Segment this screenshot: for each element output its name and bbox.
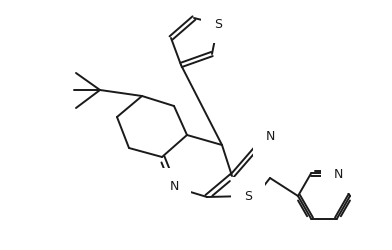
Text: N: N <box>265 130 275 143</box>
Text: N: N <box>169 180 179 194</box>
Text: S: S <box>214 18 222 30</box>
Text: N: N <box>169 180 179 194</box>
Text: N: N <box>333 168 343 181</box>
Text: S: S <box>214 18 222 30</box>
Text: N: N <box>265 130 275 143</box>
Text: S: S <box>244 190 252 202</box>
Text: S: S <box>244 190 252 202</box>
Text: N: N <box>333 168 343 181</box>
